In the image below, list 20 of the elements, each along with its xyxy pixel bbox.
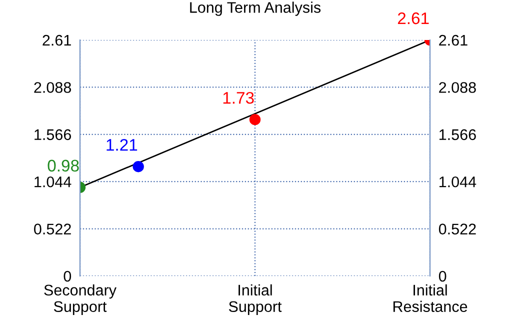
y-tick-label: 2.088: [34, 82, 72, 93]
chart-title: Long Term Analysis: [190, 2, 321, 16]
y2-tick-label: 0: [438, 270, 446, 282]
y2-tick-label: 1.566: [440, 129, 476, 140]
data-label: 0.98: [48, 160, 79, 172]
y2-tick-label: 1.044: [440, 176, 476, 188]
y-tick-label: 0.522: [34, 224, 71, 234]
y2-tick-label: 0.522: [438, 224, 476, 234]
y2-tick-label: 2.088: [439, 82, 476, 93]
x-tick-label: Initial Resistance: [393, 284, 468, 312]
y-tick-label: 2.61: [42, 34, 71, 46]
y-tick-label: 0: [64, 270, 72, 282]
y2-tick-label: 2.61: [439, 34, 468, 46]
y-tick-label: 1.044: [34, 176, 72, 188]
data-label: 2.61: [398, 12, 429, 24]
x-tick-label: Initial Support: [228, 284, 282, 316]
y-tick-label: 1.566: [34, 129, 71, 140]
x-tick-label: Secondary Support: [44, 284, 116, 316]
data-label: 1.73: [223, 92, 254, 104]
data-label: 1.21: [106, 138, 138, 151]
